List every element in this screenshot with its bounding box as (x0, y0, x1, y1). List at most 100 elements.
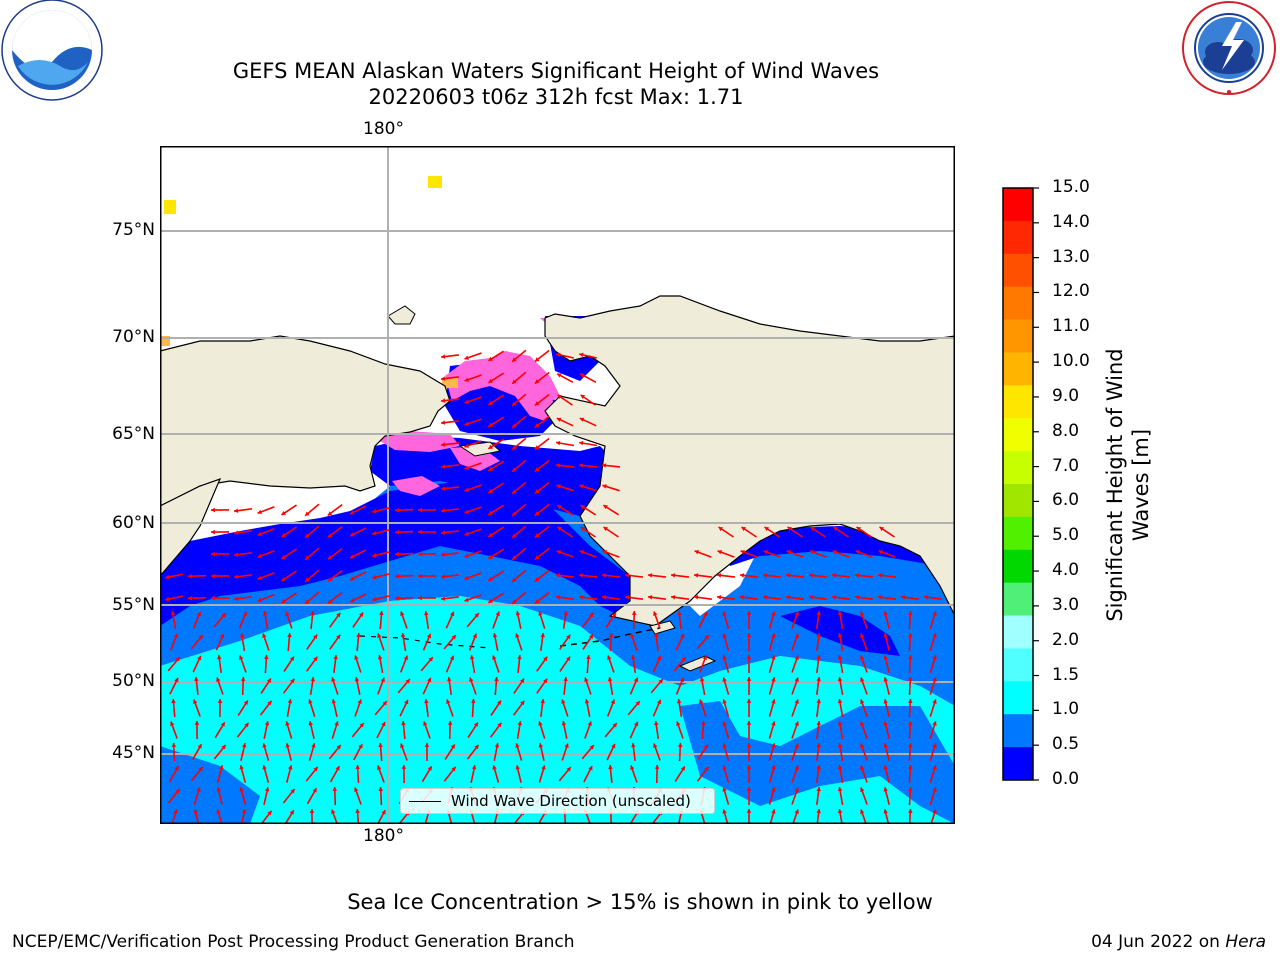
wave-direction-arrowhead (193, 699, 198, 704)
wave-direction-arrowhead (400, 611, 405, 616)
wave-direction-arrowhead (372, 508, 377, 514)
wave-direction-arrowhead (722, 743, 727, 748)
lon-label-top: 180° (363, 119, 404, 139)
wave-direction-arrowhead (883, 633, 888, 638)
wave-direction-arrowhead (285, 743, 290, 748)
wave-direction-arrowhead (447, 677, 452, 682)
wave-direction-arrowhead (908, 721, 913, 725)
wave-direction-arrowhead (556, 463, 561, 468)
wave-direction-arrowhead (856, 527, 861, 532)
wave-direction-arrowhead (717, 550, 722, 555)
wave-direction-arrowhead (556, 550, 561, 555)
wave-direction-arrowhead (746, 655, 752, 659)
noaa-logo: NOAA (1, 0, 103, 101)
wave-direction-arrowhead (395, 551, 399, 557)
wave-direction-arrowhead (816, 743, 821, 748)
wave-direction-arrowhead (701, 721, 706, 725)
wave-direction-arrowhead (816, 721, 821, 726)
wave-direction-arrowhead (883, 787, 888, 792)
wave-direction-arrowhead (534, 379, 540, 384)
wave-direction-arrowhead (211, 507, 215, 513)
wave-direction-arrowhead (395, 595, 399, 601)
wave-direction-arrowhead (653, 611, 658, 616)
wave-direction-arrowhead (579, 550, 584, 555)
wave-direction-arrowhead (656, 699, 662, 705)
lat-label-50: 50°N (112, 671, 155, 691)
wave-direction-arrowhead (234, 552, 239, 557)
wave-direction-arrowhead (198, 767, 203, 772)
colorbar-tick-label: 6.0 (1052, 490, 1080, 511)
wave-direction-arrowhead (217, 699, 223, 703)
wave-direction-arrowhead (239, 765, 244, 770)
wave-direction-arrowhead (746, 809, 752, 813)
colorbar-title: Significant Height of Wind Waves [m] (1102, 315, 1154, 655)
wave-direction-arrowhead (816, 809, 821, 814)
wave-direction-arrowhead (588, 766, 593, 771)
wave-direction-arrowhead (494, 677, 499, 682)
wave-direction-arrowhead (165, 596, 170, 602)
wave-direction-arrowhead (285, 721, 290, 726)
lat-label-70: 70°N (112, 327, 155, 347)
wave-direction-arrowhead (883, 677, 888, 682)
wave-direction-arrowhead (860, 765, 865, 770)
wave-direction-arrowhead (809, 550, 814, 555)
wave-direction-arrowhead (566, 656, 571, 662)
wave-direction-arrowhead (450, 611, 455, 617)
colorbar-segment (1003, 253, 1033, 288)
wave-direction-arrowhead (563, 611, 569, 616)
wave-direction-arrowhead (264, 787, 270, 792)
wave-direction-arrowhead (794, 809, 799, 814)
wave-direction-arrowhead (309, 809, 315, 813)
wave-direction-arrowhead (579, 440, 584, 446)
wave-direction-arrowhead (704, 635, 709, 640)
wave-direction-arrowhead (771, 677, 776, 682)
wave-direction-arrowhead (603, 527, 608, 532)
wave-direction-arrowhead (262, 765, 267, 770)
colorbar-segment (1003, 220, 1033, 255)
wave-direction-arrowhead (311, 743, 316, 748)
wave-direction-arrowhead (312, 788, 317, 793)
wave-direction-arrowhead (860, 633, 865, 638)
wave-direction-arrowhead (771, 721, 776, 726)
wave-direction-arrowhead (534, 555, 540, 560)
wave-direction-arrowhead (932, 743, 937, 748)
wave-direction-arrowhead (589, 745, 594, 750)
wave-direction-arrowhead (579, 573, 584, 578)
noaa-logo-text: NOAA (28, 22, 77, 40)
wave-direction-arrowhead (242, 611, 248, 617)
wave-direction-arrowhead (722, 611, 727, 616)
wave-direction-arrowhead (676, 721, 681, 726)
wave-direction-arrowhead (285, 611, 290, 616)
wave-direction-arrowhead (174, 677, 179, 683)
wave-direction-arrowhead (170, 721, 175, 726)
wave-direction-arrowhead (244, 722, 249, 728)
wave-direction-arrowhead (211, 595, 215, 601)
wave-direction-arrowhead (372, 552, 377, 558)
wave-direction-arrowhead (382, 701, 387, 706)
wave-direction-arrowhead (932, 699, 937, 704)
wave-direction-arrowhead (418, 529, 422, 535)
nws-logo (1182, 1, 1276, 95)
wave-direction-arrowhead (908, 743, 913, 747)
wave-direction-arrowhead (860, 699, 865, 704)
wave-direction-arrowhead (173, 633, 178, 638)
wave-direction-arrowhead (679, 677, 685, 683)
wave-direction-arrowhead (534, 511, 540, 516)
wave-direction-arrowhead (220, 722, 225, 727)
wave-direction-arrowhead (403, 655, 409, 661)
wave-direction-arrowhead (932, 809, 937, 814)
wave-direction-arrowhead (855, 595, 860, 600)
wave-direction-arrowhead (635, 701, 640, 706)
wave-direction-arrowhead (451, 635, 456, 640)
wave-direction-arrowhead (932, 633, 937, 638)
wave-direction-arrowhead (794, 743, 799, 748)
wave-direction-arrowhead (377, 655, 383, 660)
wave-direction-arrowhead (327, 555, 333, 560)
wave-direction-arrowhead (634, 721, 639, 727)
wave-direction-arrowhead (395, 573, 399, 579)
wave-direction-arrowhead (602, 550, 607, 555)
wave-direction-arrowhead (427, 677, 432, 683)
wave-direction-arrowhead (441, 530, 446, 535)
colorbar-tick-label: 3.0 (1052, 594, 1080, 615)
wave-direction-arrowhead (305, 511, 310, 516)
